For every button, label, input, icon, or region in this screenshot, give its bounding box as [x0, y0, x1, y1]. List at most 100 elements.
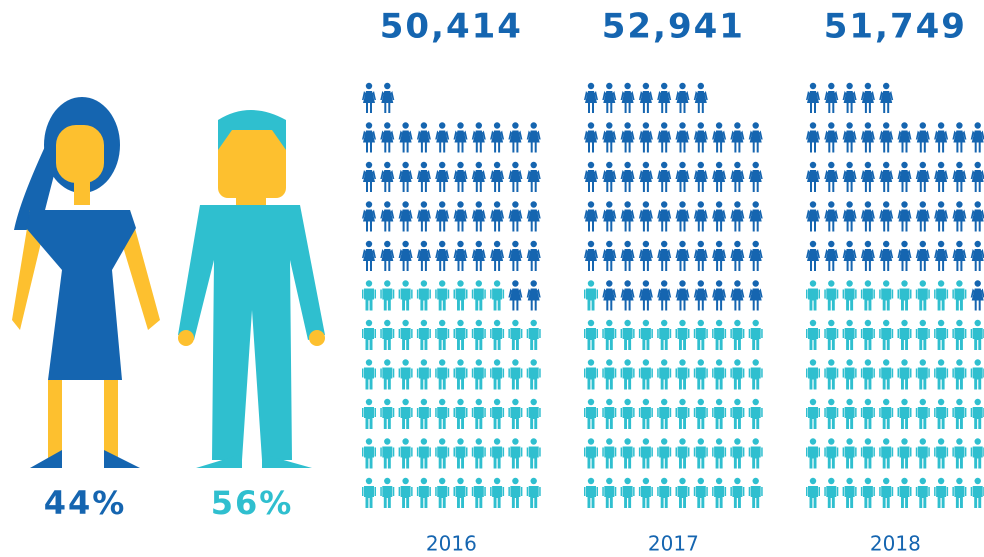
man-icon	[952, 319, 967, 350]
icon-body	[860, 446, 875, 469]
icon-body	[934, 170, 949, 192]
icon-head	[365, 359, 373, 366]
year-label: 2016	[426, 532, 477, 556]
icon-body	[970, 328, 984, 350]
icon-body	[471, 407, 486, 429]
icon-head	[679, 438, 686, 445]
man-icon	[748, 359, 763, 390]
icon-body	[879, 288, 894, 311]
icon-head	[624, 398, 631, 406]
icon-head	[512, 280, 519, 287]
icon-body	[897, 130, 912, 153]
man-icon	[620, 319, 635, 350]
icon-head	[715, 319, 723, 327]
icon-body	[730, 170, 745, 192]
icon-body	[471, 367, 486, 390]
icon-head	[937, 201, 945, 208]
woman-icon	[657, 82, 672, 113]
icon-body	[712, 249, 727, 271]
icon-head	[697, 319, 704, 327]
icon-body	[970, 486, 984, 508]
icon-body	[748, 209, 763, 232]
icon-head	[661, 280, 668, 287]
icon-head	[752, 438, 759, 445]
icon-head	[809, 280, 817, 287]
year-label: 2018	[870, 532, 921, 556]
icon-head	[530, 201, 537, 208]
woman-icon	[915, 240, 930, 271]
woman-icon	[490, 240, 505, 271]
man-icon	[748, 438, 763, 469]
man-icon	[398, 359, 413, 390]
icon-body	[584, 130, 598, 153]
icon-body	[602, 170, 617, 192]
icon-head	[752, 240, 759, 248]
woman-icon	[380, 82, 395, 113]
icon-body	[471, 288, 486, 311]
icon-body	[602, 446, 617, 469]
woman-icon	[934, 122, 949, 153]
icon-body	[435, 170, 450, 192]
man-icon	[435, 319, 450, 350]
man-icon	[490, 319, 505, 350]
woman-icon	[712, 201, 727, 232]
icon-body	[602, 249, 617, 271]
woman-icon	[675, 280, 690, 311]
icon-body	[952, 130, 967, 153]
icon-body	[362, 130, 376, 153]
icon-head	[809, 122, 817, 129]
icon-head	[679, 201, 686, 208]
woman-icon	[602, 82, 617, 113]
icon-body	[584, 288, 598, 311]
icon-body	[380, 170, 395, 192]
icon-body	[416, 130, 431, 153]
icon-head	[864, 280, 872, 287]
man-icon	[860, 319, 875, 350]
icon-body	[693, 367, 708, 390]
icon-head	[606, 201, 613, 208]
woman-icon	[657, 161, 672, 192]
man-icon	[970, 398, 984, 429]
icon-body	[362, 328, 376, 350]
icon-body	[879, 130, 894, 153]
icon-body	[398, 328, 413, 350]
icon-body	[584, 209, 598, 232]
icon-head	[883, 82, 890, 90]
icon-body	[602, 328, 617, 350]
icon-head	[512, 161, 519, 169]
icon-body	[602, 130, 617, 153]
woman-icon	[934, 240, 949, 271]
man-icon	[806, 359, 820, 390]
man-icon	[602, 438, 617, 469]
icon-head	[606, 280, 613, 287]
icon-body	[970, 209, 984, 232]
icon-body	[860, 170, 875, 192]
icon-head	[439, 280, 446, 287]
icon-head	[587, 477, 595, 485]
icon-head	[475, 280, 482, 287]
icon-head	[475, 477, 482, 485]
icon-head	[457, 359, 464, 366]
woman-icon	[526, 280, 541, 311]
icon-body	[620, 170, 635, 192]
icon-head	[420, 240, 428, 248]
woman-icon	[508, 280, 523, 311]
icon-head	[715, 161, 723, 169]
man-icon	[435, 280, 450, 311]
icon-head	[679, 122, 686, 129]
woman-icon	[584, 201, 598, 232]
icon-body	[638, 209, 653, 232]
man-icon	[860, 438, 875, 469]
icon-head	[679, 280, 686, 287]
icon-body	[416, 446, 431, 469]
icon-body	[435, 367, 450, 390]
icon-body	[380, 367, 395, 390]
man-icon	[435, 359, 450, 390]
woman-icon	[638, 161, 653, 192]
icon-head	[420, 161, 428, 169]
icon-body	[362, 170, 376, 192]
icon-body	[915, 407, 930, 429]
icon-head	[901, 280, 908, 287]
icon-body	[675, 407, 690, 429]
woman-icon	[453, 240, 468, 271]
